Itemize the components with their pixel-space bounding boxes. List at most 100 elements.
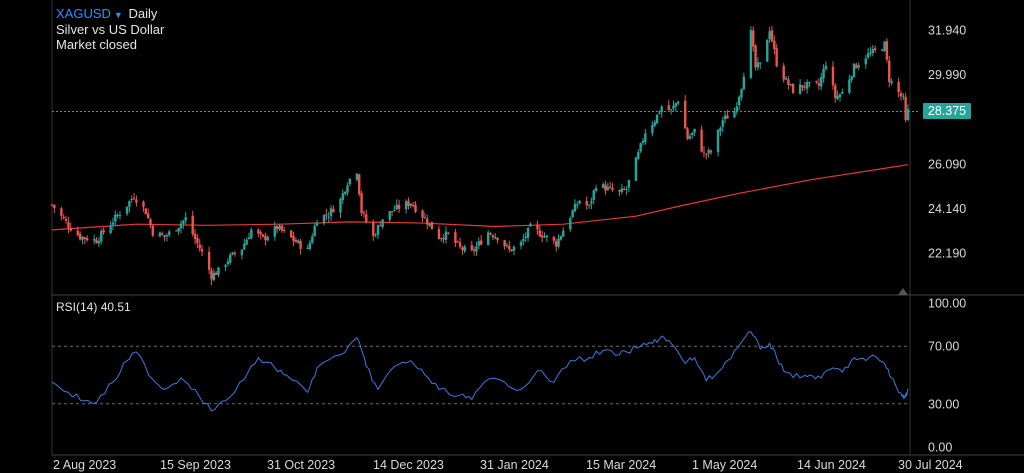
- x-tick-label: 30 Jul 2024: [898, 458, 963, 472]
- candle-body: [130, 198, 133, 200]
- candle-body: [177, 227, 180, 232]
- candle-body: [651, 125, 654, 134]
- candle-body: [224, 265, 227, 267]
- candle-body: [740, 89, 743, 98]
- candle-body: [590, 201, 593, 204]
- candle-body: [397, 204, 401, 209]
- candle-body: [315, 222, 319, 226]
- rsi-tick-label: 70.00: [928, 340, 959, 354]
- candle-body: [163, 235, 166, 237]
- candle-body: [390, 211, 394, 213]
- candle-body: [904, 97, 907, 121]
- candle-body: [458, 242, 462, 247]
- candle-body: [95, 239, 98, 244]
- candle-body: [707, 149, 710, 154]
- candle-body: [430, 221, 434, 230]
- candle-body: [421, 210, 424, 218]
- candle-body: [60, 208, 63, 216]
- dropdown-arrow-icon: ▼: [113, 10, 123, 20]
- candle-body: [414, 204, 417, 212]
- candle-body: [585, 200, 588, 206]
- candle-body: [306, 247, 309, 249]
- candle-body: [749, 30, 753, 78]
- price-tick-label: 22.190: [928, 247, 966, 261]
- candle-body: [111, 222, 115, 225]
- candle-body: [365, 214, 368, 222]
- price-tick-label: 29.990: [928, 68, 966, 82]
- candle-body: [784, 78, 788, 80]
- candle-body: [601, 184, 605, 188]
- candle-body: [834, 85, 837, 99]
- candle-body: [475, 246, 478, 252]
- candle-body: [653, 122, 656, 126]
- candle-body: [142, 201, 145, 208]
- candle-body: [409, 203, 413, 206]
- candle-body: [407, 200, 410, 207]
- candle-body: [243, 243, 246, 250]
- candle-body: [132, 198, 136, 200]
- candle-body: [374, 235, 377, 237]
- candle-body: [259, 232, 262, 235]
- candle-body: [311, 236, 314, 243]
- candle-body: [625, 188, 628, 190]
- x-tick-label: 1 May 2024: [692, 458, 757, 472]
- interval-label[interactable]: Daily: [128, 6, 158, 21]
- candle-body: [737, 96, 741, 106]
- candle-body: [463, 246, 466, 252]
- candle-body: [426, 218, 429, 225]
- rsi-panel: [51, 331, 909, 412]
- candle-body: [250, 229, 253, 239]
- candle-body: [733, 111, 736, 118]
- candle-body: [362, 212, 366, 214]
- candle-body: [158, 232, 162, 237]
- candle-body: [791, 83, 795, 94]
- candle-body: [798, 84, 802, 94]
- candle-body: [198, 244, 201, 249]
- candle-body: [559, 236, 563, 240]
- rsi-tick-label: 0.00: [928, 441, 952, 455]
- candle-body: [245, 239, 248, 245]
- candle-body: [822, 68, 825, 79]
- candle-body: [128, 201, 131, 207]
- candle-body: [93, 238, 96, 241]
- candle-body: [100, 230, 103, 242]
- candle-body: [358, 174, 361, 195]
- candle-body: [229, 254, 232, 263]
- candle-body: [890, 81, 893, 84]
- candle-body: [573, 204, 577, 212]
- candle-body: [705, 153, 708, 155]
- candle-body: [676, 101, 680, 104]
- candle-body: [824, 65, 828, 70]
- candle-body: [759, 62, 762, 64]
- candle-body: [53, 204, 56, 209]
- candle-body: [322, 214, 326, 224]
- candle-body: [752, 30, 755, 47]
- candle-body: [125, 206, 129, 214]
- candle-body: [594, 187, 598, 191]
- candle-body: [754, 45, 757, 68]
- candle-body: [168, 231, 171, 235]
- candle-body: [329, 208, 333, 216]
- candle-body: [233, 253, 237, 255]
- symbol-selector[interactable]: XAGUSD ▼: [56, 6, 125, 21]
- candle-body: [555, 241, 558, 247]
- candle-body: [346, 185, 349, 193]
- candle-body: [83, 237, 87, 239]
- candle-body: [179, 223, 183, 229]
- candle-body: [505, 245, 509, 247]
- candle-body: [149, 219, 152, 226]
- candle-body: [348, 178, 352, 185]
- candle-body: [372, 222, 375, 236]
- last-price-tag: 28.375: [923, 103, 971, 119]
- candle-body: [360, 193, 363, 214]
- candle-body: [184, 217, 187, 221]
- candle-body: [182, 220, 185, 224]
- candle-body: [440, 238, 443, 240]
- candle-body: [524, 236, 527, 238]
- grid: [51, 0, 1024, 456]
- price-tick-label: 24.140: [928, 202, 966, 216]
- x-tick-label: 31 Oct 2023: [267, 458, 335, 472]
- candle-body: [437, 229, 441, 239]
- candle-body: [442, 237, 445, 240]
